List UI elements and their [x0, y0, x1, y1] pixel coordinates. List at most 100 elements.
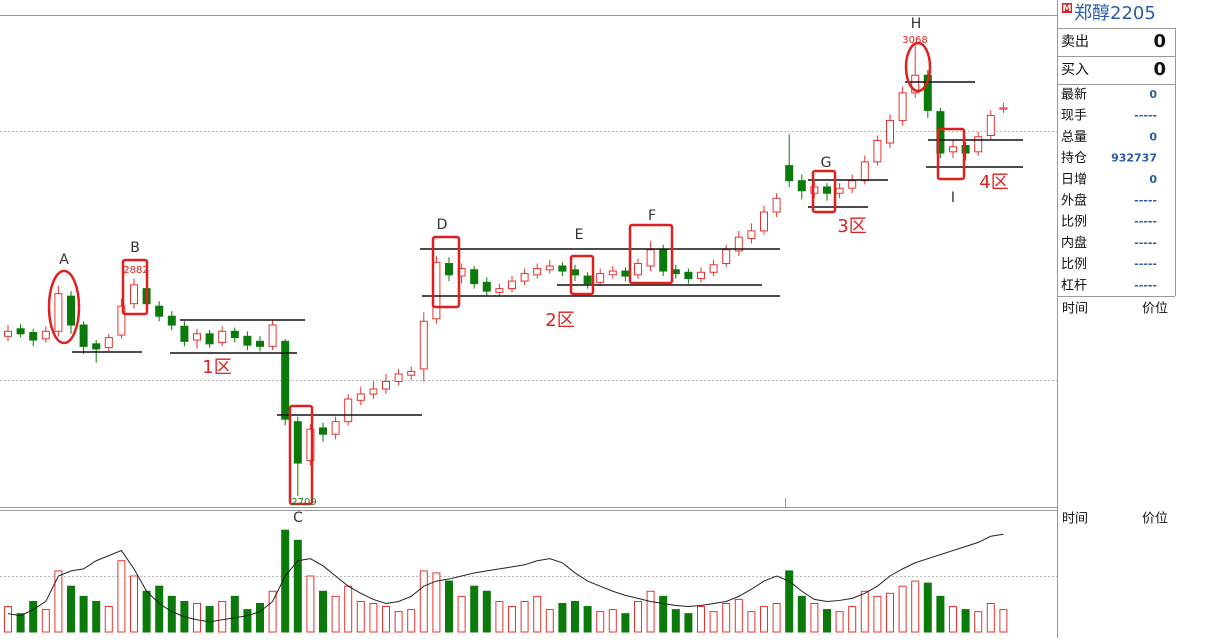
volume-bar — [268, 590, 277, 633]
candle-body — [886, 119, 894, 144]
candle-body — [54, 293, 63, 332]
open-interest-line — [7, 533, 1004, 623]
candle-body — [205, 333, 214, 345]
candle-body — [218, 330, 227, 344]
volume-bar — [671, 609, 680, 633]
candle-body — [634, 263, 642, 276]
volume-bar — [810, 602, 819, 633]
candle-body — [810, 186, 819, 194]
candle-body — [508, 280, 516, 290]
candle-body — [533, 268, 542, 276]
volume-bar — [16, 613, 25, 633]
volume-bar — [911, 580, 920, 633]
candle-body — [344, 398, 353, 423]
volume-bar — [608, 609, 617, 633]
volume-bar — [797, 595, 806, 633]
volume-bar — [92, 600, 101, 633]
point-label: H — [911, 16, 922, 32]
zone-label: 4区 — [979, 172, 1008, 193]
candle-body — [999, 107, 1008, 110]
candle-body — [671, 269, 680, 275]
volume-bar — [760, 606, 768, 633]
point-label: A — [59, 252, 69, 268]
candle-body — [772, 197, 781, 213]
candle-body — [860, 161, 869, 182]
candle-body — [193, 333, 201, 341]
highlights — [47, 41, 966, 506]
volume-bar — [4, 606, 12, 633]
candle-body — [167, 315, 176, 326]
trade-value: 0 — [1153, 59, 1166, 80]
volume-bar — [898, 585, 907, 633]
candle-body — [722, 249, 731, 265]
candle-body — [608, 270, 617, 276]
quote-label: 最新 — [1061, 87, 1087, 103]
column-header: 时间 — [1062, 512, 1088, 527]
trade-label: 卖出 — [1061, 34, 1089, 50]
volume-bar — [356, 600, 365, 633]
volume-bar — [407, 609, 416, 633]
volume-bar — [722, 602, 731, 633]
volume-bar — [205, 606, 214, 633]
quote-label: 比例 — [1061, 257, 1087, 272]
highlight-box — [811, 169, 837, 214]
volume-bar — [155, 585, 164, 633]
candle-body — [873, 140, 882, 163]
candle-body — [256, 340, 264, 347]
volume-bar — [974, 611, 983, 633]
volume-bar — [999, 609, 1008, 633]
volume-bar — [697, 606, 705, 633]
candle-body — [961, 145, 970, 154]
candle-body — [16, 328, 25, 335]
candle-body — [949, 146, 957, 153]
candle-body — [558, 265, 567, 272]
point-label: F — [648, 208, 656, 224]
volume-bar — [684, 613, 693, 633]
volume-bar — [961, 609, 970, 633]
column-header: 时间 — [1062, 302, 1088, 317]
volume-bar — [785, 570, 794, 633]
volume-bar — [886, 592, 894, 633]
annotations: A B C D E F G H I 1区 2区 3区 4区 2882 2709 3068 — [59, 16, 1009, 526]
highlight-box — [569, 254, 595, 296]
column-header: 价位 — [1142, 302, 1168, 317]
panel-title: 郑醇2205 — [1074, 3, 1156, 24]
candle-body — [104, 337, 113, 349]
candle-body — [583, 275, 592, 285]
candle-body — [697, 271, 705, 280]
volume-bar — [583, 606, 592, 633]
point-label: C — [293, 510, 303, 526]
candle-body — [785, 165, 794, 182]
volume-bar — [571, 600, 579, 633]
candle-body — [760, 211, 768, 232]
candle-body — [382, 380, 390, 390]
candle-body — [974, 136, 983, 153]
quote-value: ----- — [1134, 236, 1157, 249]
candle-body — [659, 249, 668, 272]
volume-bar — [709, 611, 718, 633]
candle-body — [911, 74, 920, 94]
candle-body — [79, 324, 88, 347]
volume-bar — [860, 590, 869, 633]
candle-body — [230, 330, 239, 339]
candle-body — [470, 269, 479, 285]
candle-body — [684, 271, 693, 280]
highlight-box — [936, 127, 966, 181]
volume-bar — [193, 602, 201, 633]
candle-body — [394, 373, 403, 382]
volume-bar — [79, 595, 88, 633]
volume-bar — [167, 595, 176, 633]
candle-body — [4, 330, 12, 337]
volume-bar — [873, 595, 882, 633]
volume-bar — [218, 600, 227, 633]
quote-label: 总量 — [1061, 130, 1087, 145]
trade-value: 0 — [1153, 31, 1166, 52]
volume-bar — [835, 611, 844, 633]
point-label: I — [951, 190, 955, 206]
volume-bar — [596, 611, 605, 633]
highlight-ellipse — [47, 269, 81, 345]
volume-bar — [369, 602, 378, 633]
volume-bar — [936, 595, 945, 633]
candle-body — [180, 325, 189, 342]
